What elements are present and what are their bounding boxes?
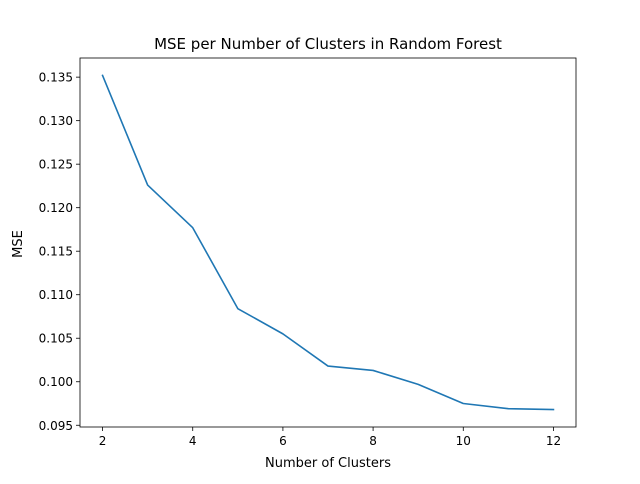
axes-frame [79, 57, 577, 428]
y-tick-label: 0.120 [39, 201, 73, 215]
x-tick-label: 6 [279, 434, 287, 448]
y-tick-label: 0.105 [39, 332, 73, 346]
chart-title: MSE per Number of Clusters in Random For… [154, 35, 502, 53]
y-tick-label: 0.135 [39, 71, 73, 85]
y-tick-label: 0.095 [39, 419, 73, 433]
x-tick-label: 2 [99, 434, 107, 448]
y-tick-label: 0.125 [39, 158, 73, 172]
plot-area: 2 4 6 8 10 12 0.095 0.100 0.105 0.110 0.115 0.120 0.… [39, 57, 577, 448]
x-axis-label: Number of Clusters [265, 456, 391, 471]
y-tick-label: 0.130 [39, 114, 73, 128]
x-tick-label: 10 [456, 434, 471, 448]
y-tick-label: 0.115 [39, 245, 73, 259]
y-tick-label: 0.100 [39, 375, 73, 389]
y-tick-label: 0.110 [39, 288, 73, 302]
series-line [101, 74, 555, 411]
y-axis-label: MSE [11, 230, 26, 258]
x-tick-label: 12 [546, 434, 561, 448]
x-tick-label: 4 [189, 434, 197, 448]
x-tick-label: 8 [369, 434, 377, 448]
